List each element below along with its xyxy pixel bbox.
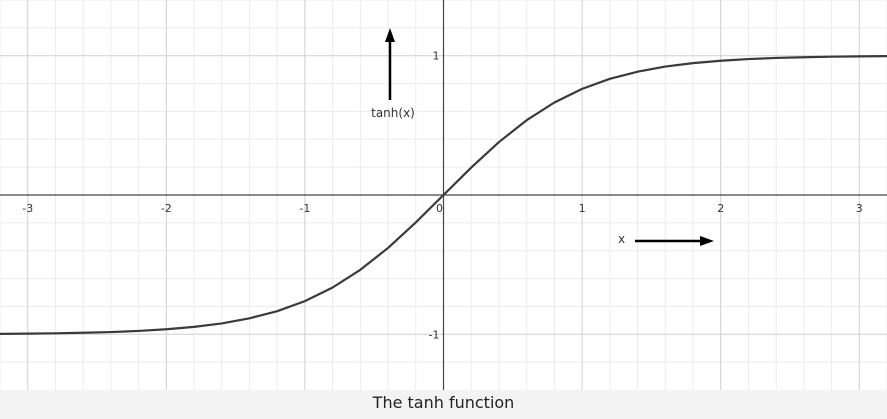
x-tick-label: -1 [299, 202, 310, 215]
tanh-chart: -3 -2 -1 0 1 2 3 -1 1 tanh(x) x [0, 0, 887, 390]
x-tick-label: -3 [22, 202, 33, 215]
tick-labels: -3 -2 -1 0 1 2 3 -1 1 [22, 50, 863, 342]
y-arrow [385, 28, 395, 100]
chart-caption: The tanh function [372, 393, 515, 412]
y-axis-label: tanh(x) [371, 106, 415, 120]
x-tick-label: 0 [436, 202, 443, 215]
x-axis-label: x [618, 232, 625, 246]
y-tick-label: 1 [433, 50, 440, 63]
y-tick-label: -1 [429, 328, 440, 341]
plot-area: -3 -2 -1 0 1 2 3 -1 1 tanh(x) x [0, 0, 887, 390]
x-arrow [635, 236, 714, 246]
x-tick-label: -2 [161, 202, 172, 215]
tanh-curve [0, 55, 887, 335]
x-tick-label: 2 [717, 202, 724, 215]
x-tick-label: 1 [579, 202, 586, 215]
x-tick-label: 3 [856, 202, 863, 215]
